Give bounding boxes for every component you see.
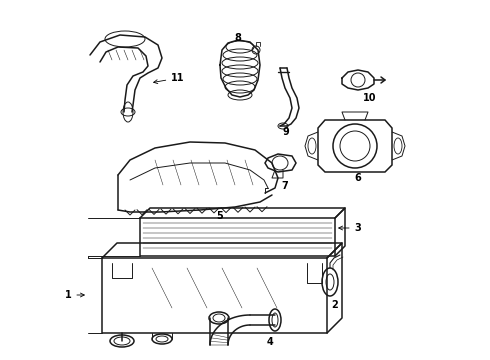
Text: 2: 2 (332, 300, 339, 310)
Text: 7: 7 (282, 181, 289, 191)
Text: 8: 8 (235, 33, 242, 43)
Text: 5: 5 (217, 211, 223, 221)
Text: 9: 9 (283, 127, 290, 137)
Text: 10: 10 (363, 93, 377, 103)
Text: 4: 4 (267, 337, 273, 347)
Text: 11: 11 (154, 73, 185, 84)
Bar (140, 218, 335, 256)
Text: 3: 3 (339, 223, 362, 233)
Text: 6: 6 (355, 173, 362, 183)
Text: 1: 1 (65, 290, 84, 300)
